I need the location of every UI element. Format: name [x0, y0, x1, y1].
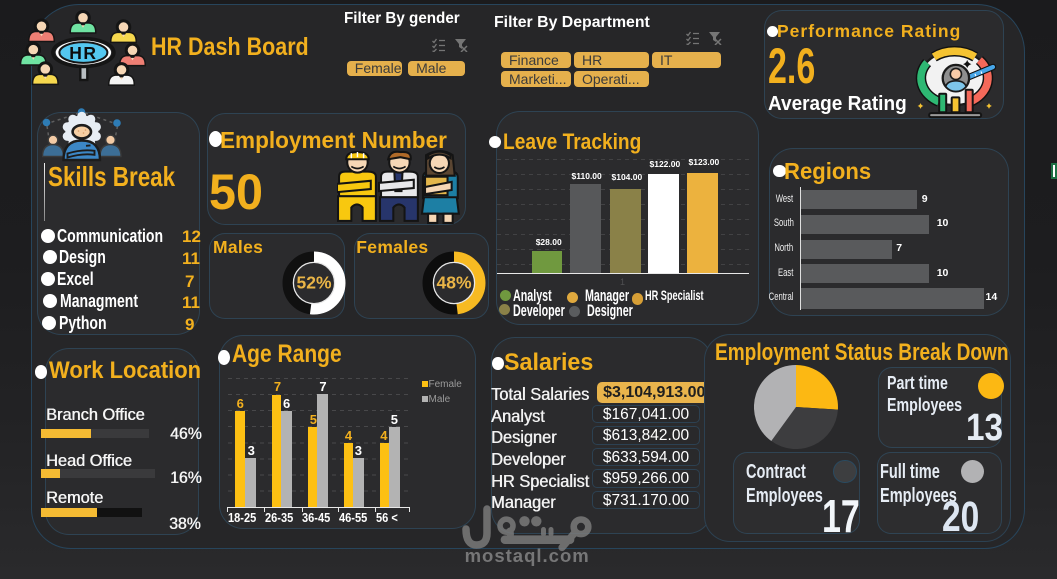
svg-text:mostaql.com: mostaql.com — [465, 545, 590, 566]
svg-text:48%: 48% — [436, 272, 471, 292]
svg-text:52%: 52% — [296, 272, 331, 292]
svg-text:HR: HR — [69, 43, 97, 63]
